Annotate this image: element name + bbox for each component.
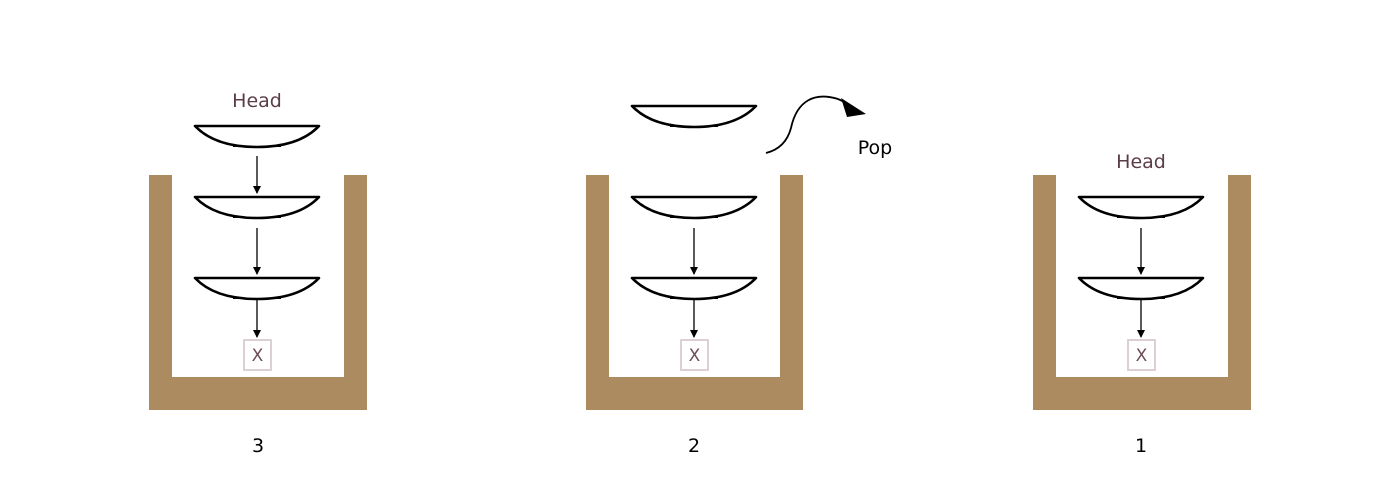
step-label: 2 (688, 435, 700, 457)
pop-label: Pop (858, 137, 892, 159)
pop-arrowhead-icon (841, 98, 866, 117)
null-terminator: X (243, 339, 272, 371)
plate-2 (1077, 276, 1205, 301)
plate-2 (193, 195, 321, 220)
panel-step-2: Pop X 2 (586, 95, 892, 457)
panel-step-3: Head X 3 (149, 90, 367, 457)
popped-plate (630, 104, 758, 129)
step-label: 1 (1135, 435, 1147, 457)
plate-1 (1077, 195, 1205, 220)
panel-step-1: Head X 1 (1033, 151, 1251, 457)
container (1033, 175, 1251, 410)
container (149, 175, 367, 410)
null-label: X (252, 346, 264, 366)
head-label: Head (1116, 151, 1166, 173)
null-terminator: X (1127, 339, 1156, 371)
head-label: Head (232, 90, 282, 112)
null-label: X (1136, 346, 1148, 366)
plate-1 (630, 195, 758, 220)
plate-2 (630, 276, 758, 301)
container (586, 175, 803, 410)
step-label: 3 (252, 435, 264, 457)
plate-1 (193, 124, 321, 149)
plate-3 (193, 276, 321, 301)
null-label: X (689, 346, 701, 366)
null-terminator: X (680, 339, 709, 371)
